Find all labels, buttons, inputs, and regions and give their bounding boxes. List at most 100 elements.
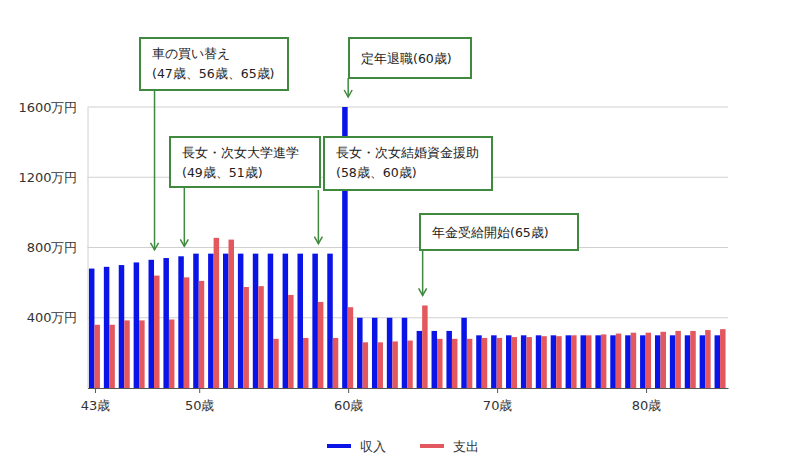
x-tick-label: 70歳 (483, 398, 513, 413)
annotations: 車の買い替え(47歳、56歳、65歳)長女・次女大学進学(49歳、51歳)長女・… (140, 38, 578, 295)
x-tick-mark (95, 388, 96, 393)
bar (610, 335, 616, 388)
legend-item: 支出 (420, 439, 479, 454)
bar (327, 254, 333, 388)
annotation-box (170, 137, 320, 187)
bar (208, 254, 214, 388)
bar (333, 338, 339, 388)
bar (521, 335, 527, 388)
bar (580, 335, 586, 388)
annotation: 長女・次女大学進学 (49歳、51歳) (170, 137, 320, 246)
annotation-box (349, 38, 471, 78)
bar (601, 334, 607, 388)
bar (363, 342, 369, 388)
bar (432, 331, 438, 388)
bar (387, 318, 393, 388)
bar (163, 258, 169, 388)
bar (229, 240, 235, 388)
y-tick: 1600万円 (18, 100, 87, 115)
bar (149, 260, 155, 388)
bar (258, 286, 264, 388)
annotation-text: (49歳、51歳) (182, 165, 263, 180)
bar (690, 331, 696, 388)
grid-line (88, 107, 729, 108)
bar (720, 329, 726, 388)
bar (392, 341, 398, 388)
bar (660, 332, 666, 388)
bar (119, 265, 125, 388)
x-tick-label: 80歳 (632, 398, 662, 413)
bar (268, 254, 274, 388)
bar (238, 254, 244, 388)
bar (154, 276, 160, 388)
bar (89, 269, 95, 388)
legend-label: 収入 (360, 439, 386, 454)
annotation-arrowhead (314, 237, 322, 244)
bar (422, 305, 428, 388)
y-tick-label: 1600万円 (18, 100, 77, 115)
annotation-arrowhead (419, 288, 427, 295)
bar (124, 320, 130, 388)
bar (556, 336, 562, 388)
x-tick-mark (199, 388, 200, 393)
bar (536, 335, 542, 388)
bar (109, 325, 115, 388)
x-tick-label: 60歳 (334, 398, 364, 413)
bar (571, 335, 577, 388)
annotation-text: (47歳、56歳、65歳) (152, 66, 274, 81)
annotation-text: 長女・次女大学進学 (182, 145, 299, 160)
x-tick-label: 43歳 (81, 398, 111, 413)
annotation-box (324, 137, 492, 190)
y-tick-label: 1200万円 (18, 170, 77, 185)
legend-label: 支出 (453, 439, 479, 454)
annotation-arrowhead (344, 90, 352, 97)
bar (467, 339, 473, 388)
bar (715, 335, 721, 388)
bar (372, 318, 378, 388)
annotation-text: 定年退職(60歳) (361, 51, 452, 66)
bar (348, 307, 354, 388)
bar (169, 320, 175, 388)
bar (297, 254, 303, 388)
bar (616, 334, 622, 388)
bar (595, 335, 601, 388)
legend-swatch (327, 444, 351, 448)
bar (318, 302, 324, 388)
bar (446, 331, 452, 388)
series-bars (89, 107, 720, 388)
bar (685, 335, 691, 388)
bar (631, 333, 637, 388)
legend: 収入 支出 (327, 439, 479, 454)
bar (357, 318, 363, 388)
bar (139, 320, 145, 388)
bar (184, 277, 190, 388)
x-tick-label: 50歳 (185, 398, 215, 413)
x-axis-line (88, 388, 729, 389)
bar (452, 339, 458, 388)
y-tick: 400万円 (27, 310, 88, 325)
annotation: 年金受給開始(65歳) (419, 214, 578, 295)
bar (402, 318, 408, 388)
annotation-box (140, 38, 288, 90)
bar (417, 331, 423, 388)
bar (94, 325, 100, 388)
annotation-box (420, 214, 578, 250)
bar (675, 331, 681, 388)
bar (526, 337, 532, 388)
y-axis-line (88, 108, 89, 389)
y-axis: 400万円800万円1200万円1600万円 (18, 100, 88, 389)
bar (223, 254, 229, 388)
bar (437, 339, 443, 388)
bar (288, 295, 294, 388)
bar (461, 318, 467, 388)
bar (243, 287, 249, 388)
x-tick: 43歳 (81, 388, 111, 413)
bar (551, 335, 557, 388)
bar (640, 335, 646, 388)
annotation-text: 長女・次女結婚資金援助 (336, 145, 479, 160)
bar (586, 335, 592, 388)
annotation-arrow (347, 78, 349, 97)
x-axis: 43歳 50歳 60歳 70歳 80歳 (81, 388, 729, 413)
annotation-arrowhead (151, 243, 159, 250)
y-tick-label: 400万円 (27, 310, 78, 325)
